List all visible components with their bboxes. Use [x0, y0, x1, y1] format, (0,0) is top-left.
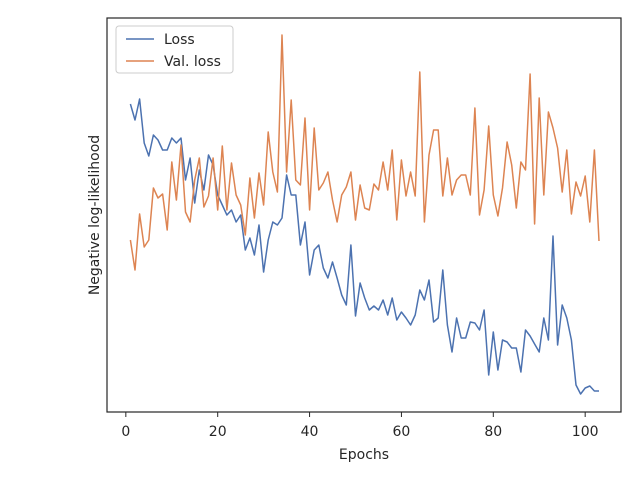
x-tick-label: 20	[209, 424, 227, 440]
data-line	[129, 98, 599, 395]
x-tick-label: 40	[301, 424, 319, 440]
x-tick-label: 60	[393, 424, 411, 440]
legend-label: Val. loss	[164, 54, 221, 70]
data-line	[129, 34, 600, 271]
x-tick-label: 100	[572, 424, 599, 440]
x-axis-label: Epochs	[339, 447, 389, 463]
x-tick-label: 80	[484, 424, 502, 440]
legend-label: Loss	[164, 32, 195, 48]
x-tick-label: 0	[121, 424, 130, 440]
y-axis-label: Negative log-likelihood	[87, 135, 103, 295]
plot-frame	[106, 17, 622, 413]
